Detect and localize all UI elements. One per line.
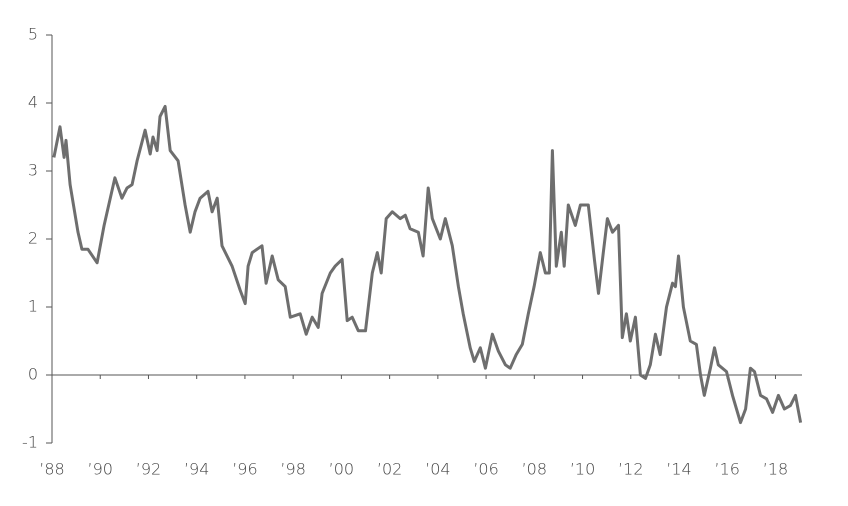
x-tick-label: ’06 [473,460,498,479]
y-tick-label: 4 [28,93,38,112]
x-tick-label: ’98 [280,460,305,479]
y-tick-label: 0 [28,365,38,384]
x-tick-label: ’02 [377,460,402,479]
x-tick-label: ’10 [570,460,595,479]
x-tick-label: ’90 [88,460,113,479]
x-tick-label: ’04 [425,460,450,479]
x-tick-label: ’18 [763,460,788,479]
x-tick-label: ’96 [232,460,257,479]
y-tick-label: 3 [28,161,38,180]
x-tick-label: ’94 [184,460,209,479]
x-tick-label: ’92 [136,460,161,479]
y-tick-label: 1 [28,297,38,316]
x-tick-label: ’08 [522,460,547,479]
x-tick-label: ’16 [715,460,740,479]
y-tick-label: 2 [28,229,38,248]
line-series [52,104,803,425]
x-tick-label: ’88 [39,460,64,479]
x-tick-label: ’00 [329,460,354,479]
x-tick-label: ’14 [666,460,691,479]
y-tick-label: 5 [28,25,38,44]
x-tick-label: ’12 [618,460,643,479]
y-tick-label: -1 [22,433,38,452]
